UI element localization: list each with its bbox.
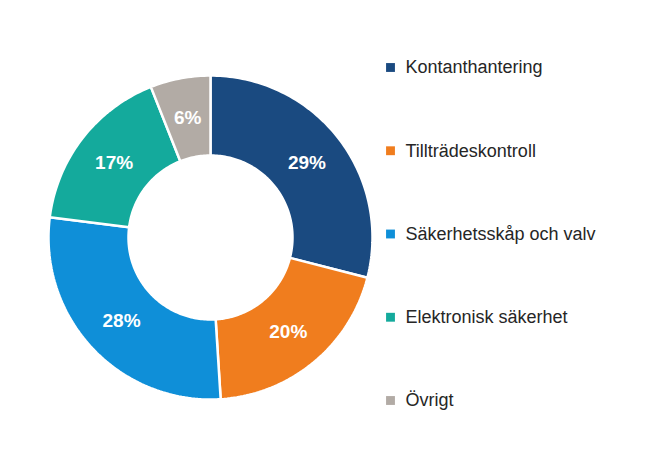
svg-text:29%: 29%	[288, 152, 326, 173]
svg-text:28%: 28%	[103, 310, 141, 331]
svg-text:20%: 20%	[269, 321, 307, 342]
svg-text:6%: 6%	[174, 107, 202, 128]
svg-text:17%: 17%	[95, 152, 133, 173]
svg-text:Säkerhetsskåp och valv: Säkerhetsskåp och valv	[406, 224, 596, 244]
svg-text:Tillträdeskontroll: Tillträdeskontroll	[406, 141, 536, 161]
svg-text:Elektronisk säkerhet: Elektronisk säkerhet	[406, 307, 568, 327]
svg-text:Övrigt: Övrigt	[406, 390, 454, 410]
svg-text:Kontanthantering: Kontanthantering	[406, 57, 543, 77]
